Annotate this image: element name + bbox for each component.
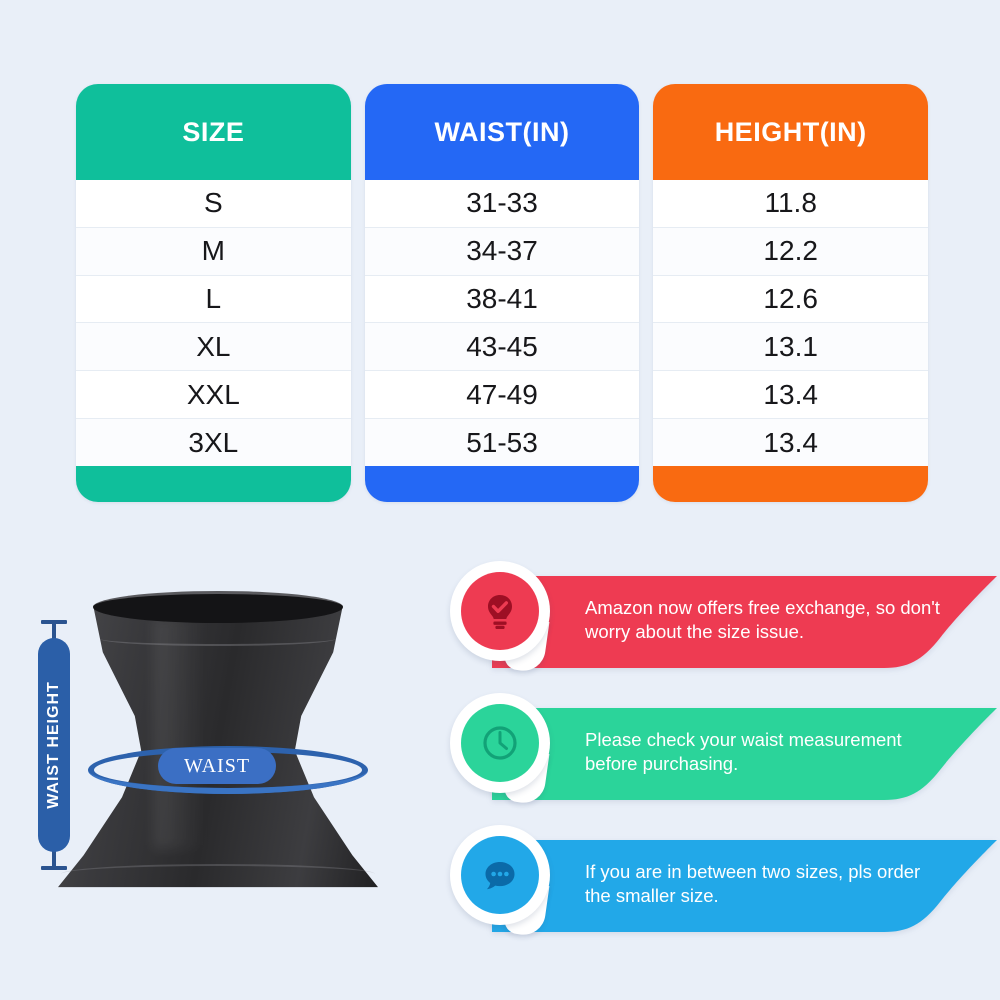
table-column-size: SIZE S M L XL XXL 3XL — [76, 84, 351, 502]
clock-icon — [483, 726, 517, 760]
table-column-height: HEIGHT(IN) 11.8 12.2 12.6 13.1 13.4 13.4 — [653, 84, 929, 502]
table-cell: M — [76, 227, 351, 276]
info-banner: Please check your waist measurement befo… — [440, 688, 1000, 816]
band-top-seam — [99, 632, 337, 647]
chat-bubble-icon — [485, 862, 515, 890]
waist-label-pill: WAIST — [158, 748, 276, 784]
banner-ribbon-shape — [492, 834, 997, 938]
table-cell: 13.4 — [653, 419, 929, 466]
band-highlight — [154, 617, 206, 850]
banner-text: Please check your waist measurement befo… — [585, 729, 902, 775]
table-cell: 31-33 — [364, 180, 640, 228]
measurement-cap-top — [41, 620, 67, 624]
table-cell: 13.1 — [653, 323, 929, 372]
waist-label: WAIST — [183, 754, 251, 777]
info-banner: If you are in between two sizes, pls ord… — [440, 820, 1000, 948]
column-footer-waist — [364, 466, 640, 502]
band-bottom-seam — [61, 863, 375, 884]
waist-height-measurement-marker: WAIST HEIGHT — [34, 620, 74, 870]
column-header-waist: WAIST(IN) — [364, 84, 640, 180]
table-cell: 38-41 — [364, 275, 640, 324]
table-cell: 34-37 — [364, 227, 640, 276]
lightbulb-check-icon — [488, 595, 512, 629]
table-cell: 51-53 — [364, 419, 640, 466]
info-banner-list: Amazon now offers free exchange, so don'… — [440, 556, 1000, 976]
table-cell: 43-45 — [364, 323, 640, 372]
product-illustration: WAIST — [0, 545, 420, 985]
banner-text: Amazon now offers free exchange, so don'… — [585, 597, 940, 643]
column-header-height: HEIGHT(IN) — [653, 84, 929, 180]
measurement-cap-bottom — [41, 866, 67, 870]
banner-text: If you are in between two sizes, pls ord… — [585, 861, 921, 907]
banner-ribbon-shape — [492, 702, 997, 806]
badge-icon-circle — [461, 572, 539, 650]
band-top-opening — [93, 591, 343, 624]
table-cell: 47-49 — [364, 371, 640, 420]
banner-badge — [450, 825, 562, 943]
table-cell: L — [76, 275, 351, 324]
banner-badge — [450, 693, 562, 811]
table-cell: 11.8 — [653, 180, 929, 228]
column-footer-height — [653, 466, 929, 502]
waist-height-pill: WAIST HEIGHT — [38, 638, 70, 852]
table-cell: 3XL — [76, 419, 351, 466]
waist-circumference-ring-front — [88, 746, 368, 794]
column-header-size: SIZE — [76, 84, 351, 180]
table-column-waist: WAIST(IN) 31-33 34-37 38-41 43-45 47-49 … — [364, 84, 640, 502]
info-banner: Amazon now offers free exchange, so don'… — [440, 556, 1000, 684]
table-cell: XL — [76, 323, 351, 372]
banner-badge — [450, 561, 562, 679]
column-body-height: 11.8 12.2 12.6 13.1 13.4 13.4 — [653, 180, 929, 466]
table-cell: S — [76, 180, 351, 228]
badge-icon-circle — [461, 704, 539, 782]
waist-trainer-band: WAIST — [58, 591, 378, 890]
table-cell: 13.4 — [653, 371, 929, 420]
column-footer-size — [76, 466, 351, 502]
banner-ribbon-shape — [492, 570, 997, 674]
table-cell: 12.2 — [653, 227, 929, 276]
table-cell: 12.6 — [653, 275, 929, 324]
table-cell: XXL — [76, 371, 351, 420]
column-body-waist: 31-33 34-37 38-41 43-45 47-49 51-53 — [364, 180, 640, 466]
column-body-size: S M L XL XXL 3XL — [76, 180, 351, 466]
badge-icon-circle — [461, 836, 539, 914]
size-chart-table: SIZE S M L XL XXL 3XL WAIST(IN) 31-33 34… — [76, 84, 929, 502]
